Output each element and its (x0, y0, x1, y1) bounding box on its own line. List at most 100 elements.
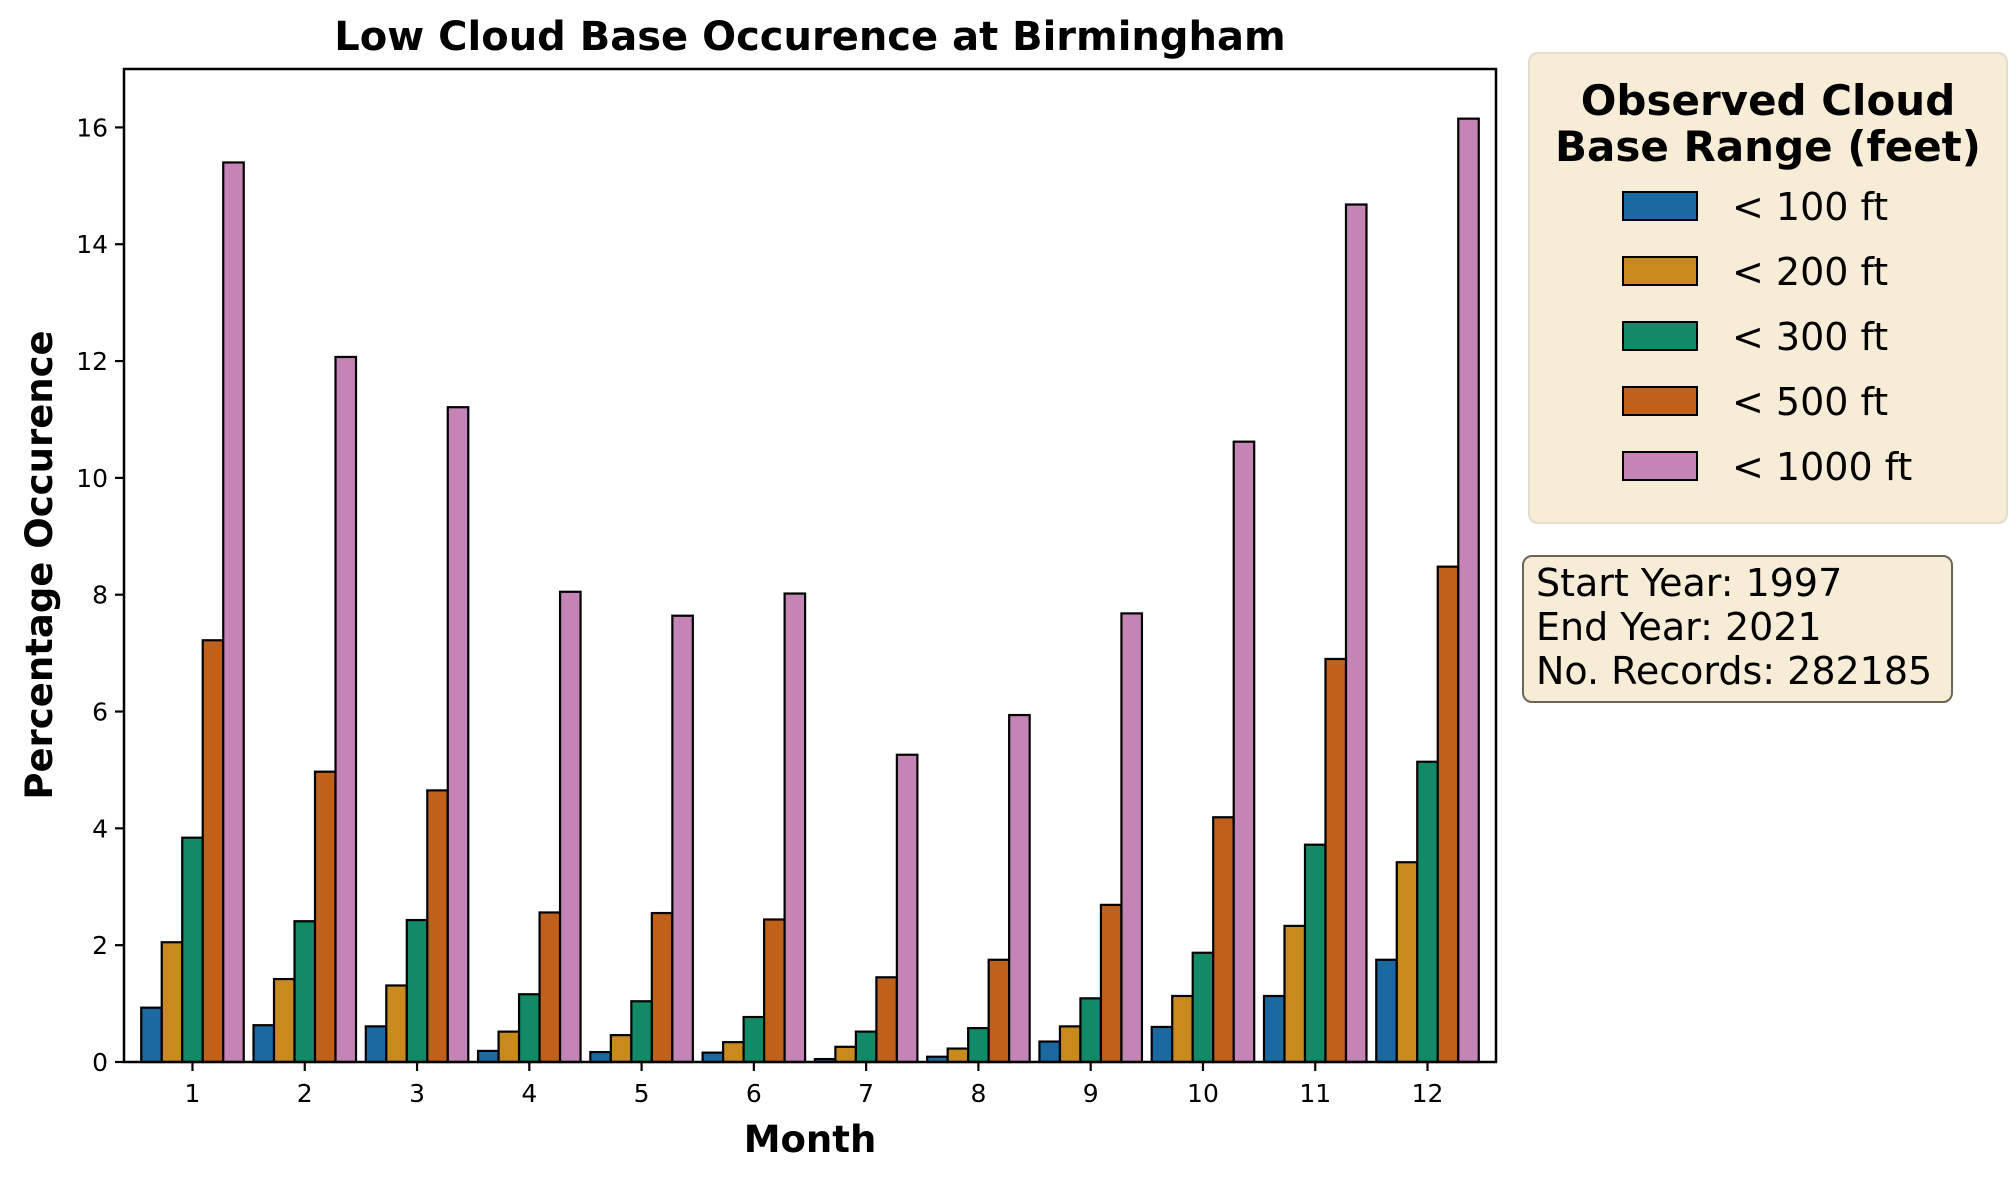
bar-month-4-series-5 (558, 590, 582, 1064)
y-tick-label: 8 (92, 581, 108, 610)
bars-group (140, 117, 1480, 1064)
y-tick-label: 2 (92, 931, 108, 960)
start-year-text: Start Year: 1997 (1536, 561, 1843, 605)
bar-month-6-series-4 (763, 918, 786, 1064)
bar-month-8-series-2 (946, 1047, 970, 1064)
bar-month-2-series-5 (334, 355, 358, 1064)
bar-month-4-series-1 (476, 1049, 500, 1064)
chart-title: Low Cloud Base Occurence at Birmingham (334, 14, 1285, 60)
bar-month-12-series-5 (1457, 117, 1480, 1064)
end-year-text: End Year: 2021 (1536, 605, 1822, 649)
x-tick-label: 12 (1412, 1079, 1444, 1108)
bar-month-7-series-2 (834, 1045, 857, 1064)
bar-month-12-series-3 (1416, 760, 1439, 1064)
x-axis-label: Month (744, 1118, 877, 1161)
bar-month-8-series-5 (1008, 713, 1031, 1064)
bar-month-2-series-3 (293, 920, 317, 1064)
bar-month-9-series-3 (1079, 997, 1103, 1064)
legend-swatch (1622, 321, 1698, 351)
bar-month-2-series-2 (272, 977, 296, 1064)
bar-month-10-series-3 (1191, 951, 1215, 1064)
legend-swatch (1622, 256, 1698, 286)
y-tick-label: 4 (92, 814, 108, 843)
x-tick-label: 5 (634, 1079, 650, 1108)
bar-month-6-series-2 (722, 1041, 745, 1064)
bar-month-1-series-5 (222, 161, 245, 1064)
bar-month-10-series-2 (1171, 994, 1194, 1064)
bar-month-9-series-4 (1099, 903, 1123, 1064)
legend-label: < 100 ft (1732, 185, 1889, 229)
bar-month-11-series-2 (1283, 924, 1307, 1064)
x-tick-label: 11 (1299, 1079, 1331, 1108)
y-tick-label: 12 (76, 347, 108, 376)
bar-month-10-series-5 (1232, 440, 1256, 1064)
bar-month-12-series-1 (1375, 958, 1398, 1064)
bar-month-11-series-3 (1303, 843, 1327, 1064)
x-tick-label: 1 (185, 1079, 201, 1108)
y-tick-label: 14 (76, 230, 108, 259)
bar-month-3-series-4 (426, 789, 449, 1064)
bar-month-11-series-4 (1324, 657, 1348, 1064)
bar-month-4-series-2 (497, 1030, 521, 1064)
bar-month-12-series-4 (1436, 565, 1460, 1064)
bar-chart: Low Cloud Base Occurence at Birmingham P… (18, 14, 1498, 1161)
bar-month-1-series-4 (201, 639, 225, 1064)
x-tick-label: 8 (970, 1079, 986, 1108)
y-tick-label: 16 (76, 113, 108, 142)
x-axis-ticks: 1 2 3 4 5 6 7 8 9 10 11 12 (185, 1062, 1444, 1108)
bar-month-5-series-3 (630, 1000, 653, 1064)
bar-month-6-series-3 (742, 1015, 766, 1064)
y-tick-label: 0 (92, 1048, 108, 1077)
legend-label: < 200 ft (1732, 250, 1889, 294)
bar-month-2-series-1 (252, 1024, 276, 1064)
bar-month-1-series-2 (160, 941, 184, 1064)
bar-month-8-series-4 (987, 958, 1011, 1064)
legend-swatch (1622, 191, 1698, 221)
bar-month-7-series-4 (875, 976, 898, 1064)
legend: Observed Cloud Base Range (feet) < 100 f… (1528, 52, 2008, 524)
bar-month-9-series-5 (1120, 612, 1144, 1064)
legend-swatch (1622, 451, 1698, 481)
bar-month-12-series-2 (1395, 861, 1419, 1064)
bar-month-10-series-4 (1212, 816, 1235, 1064)
legend-label: < 1000 ft (1732, 445, 1913, 489)
y-tick-label: 10 (76, 464, 108, 493)
bar-month-3-series-2 (385, 984, 408, 1064)
info-box: Start Year: 1997 End Year: 2021 No. Reco… (1522, 555, 1953, 703)
bar-month-1-series-1 (140, 1006, 163, 1064)
y-tick-label: 6 (92, 698, 108, 727)
bar-month-6-series-1 (701, 1051, 725, 1064)
legend-swatch (1622, 386, 1698, 416)
bar-month-5-series-1 (589, 1050, 612, 1064)
bar-month-9-series-1 (1038, 1040, 1062, 1064)
x-tick-label: 2 (297, 1079, 313, 1108)
bar-month-3-series-3 (405, 918, 429, 1064)
bar-month-5-series-2 (609, 1034, 633, 1064)
bar-month-3-series-5 (446, 406, 470, 1064)
bar-month-5-series-4 (650, 911, 674, 1064)
bar-month-1-series-3 (181, 836, 204, 1064)
bar-month-4-series-3 (517, 993, 541, 1064)
bar-month-9-series-2 (1058, 1025, 1082, 1064)
plot-area-frame (122, 67, 1498, 1064)
bar-month-11-series-1 (1262, 994, 1286, 1064)
legend-title: Observed Cloud Base Range (feet) (1555, 76, 1981, 171)
bar-month-5-series-5 (671, 614, 694, 1064)
bar-month-3-series-1 (364, 1025, 388, 1064)
x-tick-label: 10 (1187, 1079, 1219, 1108)
y-axis-label: Percentage Occurence (18, 330, 61, 799)
y-axis-ticks: 0 2 4 6 8 10 12 14 16 (76, 113, 124, 1077)
bar-month-8-series-3 (967, 1027, 990, 1064)
records-count-text: No. Records: 282185 (1536, 649, 1933, 693)
bar-month-10-series-1 (1150, 1025, 1174, 1064)
bar-month-11-series-5 (1344, 203, 1368, 1064)
bar-month-6-series-5 (783, 592, 807, 1064)
bar-month-7-series-3 (854, 1030, 878, 1064)
x-tick-label: 4 (521, 1079, 537, 1108)
bar-month-7-series-5 (895, 753, 919, 1064)
x-tick-label: 6 (746, 1079, 762, 1108)
x-tick-label: 9 (1083, 1079, 1099, 1108)
x-tick-label: 7 (858, 1079, 874, 1108)
legend-label: < 500 ft (1732, 380, 1889, 424)
legend-label: < 300 ft (1732, 315, 1889, 359)
